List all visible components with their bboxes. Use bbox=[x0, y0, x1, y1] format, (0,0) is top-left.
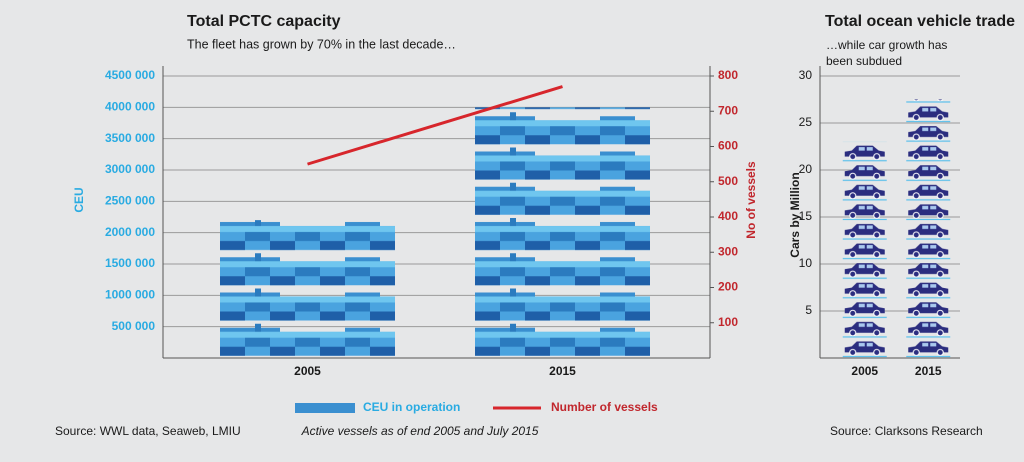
y2-tick-label: 800 bbox=[718, 68, 738, 82]
x-tick-label: 2005 bbox=[851, 364, 878, 378]
y-tick-label: 30 bbox=[799, 68, 813, 82]
line bbox=[307, 85, 563, 166]
bar bbox=[220, 220, 395, 358]
y2-tick-label: 300 bbox=[718, 244, 738, 258]
y-tick-label: 25 bbox=[799, 115, 813, 129]
legend-swatch bbox=[295, 403, 355, 413]
y-tick-label: 1000 000 bbox=[105, 288, 155, 302]
legend-label: Number of vessels bbox=[551, 400, 658, 414]
chart-subtitle: The fleet has grown by 70% in the last d… bbox=[187, 37, 456, 51]
y-tick-label: 20 bbox=[799, 162, 813, 176]
y2-tick-label: 200 bbox=[718, 280, 738, 294]
chart-subtitle-box: …while car growth has been subdued bbox=[826, 38, 948, 68]
y-tick-label: 5 bbox=[805, 303, 812, 317]
y-tick-label: 3000 000 bbox=[105, 162, 155, 176]
y2-tick-label: 400 bbox=[718, 209, 738, 223]
chart-subtitle: …while car growth has been subdued bbox=[826, 38, 948, 68]
bar bbox=[841, 141, 888, 358]
note: Active vessels as of end 2005 and July 2… bbox=[301, 424, 539, 438]
y2-tick-label: 600 bbox=[718, 139, 738, 153]
x-tick-label: 2015 bbox=[549, 364, 576, 378]
y-tick-label: 500 000 bbox=[112, 319, 156, 333]
chart-title: Total ocean vehicle trade bbox=[825, 13, 1015, 30]
legend-label: CEU in operation bbox=[363, 400, 460, 414]
y-tick-label: 10 bbox=[799, 256, 813, 270]
y2-axis-label: No of vessels bbox=[744, 161, 758, 239]
y-axis-label: Cars by Million bbox=[788, 172, 802, 257]
y-tick-label: 3500 000 bbox=[105, 131, 155, 145]
chart-title: Total PCTC capacity bbox=[187, 13, 341, 30]
y2-tick-label: 700 bbox=[718, 103, 738, 117]
y-tick-label: 2000 000 bbox=[105, 225, 155, 239]
bar bbox=[475, 107, 650, 358]
y-tick-label: 15 bbox=[799, 209, 813, 223]
x-tick-label: 2005 bbox=[294, 364, 321, 378]
y-tick-label: 4000 000 bbox=[105, 100, 155, 114]
source: Source: WWL data, Seaweb, LMIU bbox=[55, 424, 241, 438]
x-tick-label: 2015 bbox=[915, 364, 942, 378]
bar bbox=[905, 99, 952, 358]
y-axis-label: CEU bbox=[72, 187, 86, 212]
source: Source: Clarksons Research bbox=[830, 424, 983, 438]
y-tick-label: 2500 000 bbox=[105, 194, 155, 208]
y-tick-label: 4500 000 bbox=[105, 68, 155, 82]
y2-tick-label: 500 bbox=[718, 174, 738, 188]
y-tick-label: 1500 000 bbox=[105, 256, 155, 270]
y2-tick-label: 100 bbox=[718, 315, 738, 329]
